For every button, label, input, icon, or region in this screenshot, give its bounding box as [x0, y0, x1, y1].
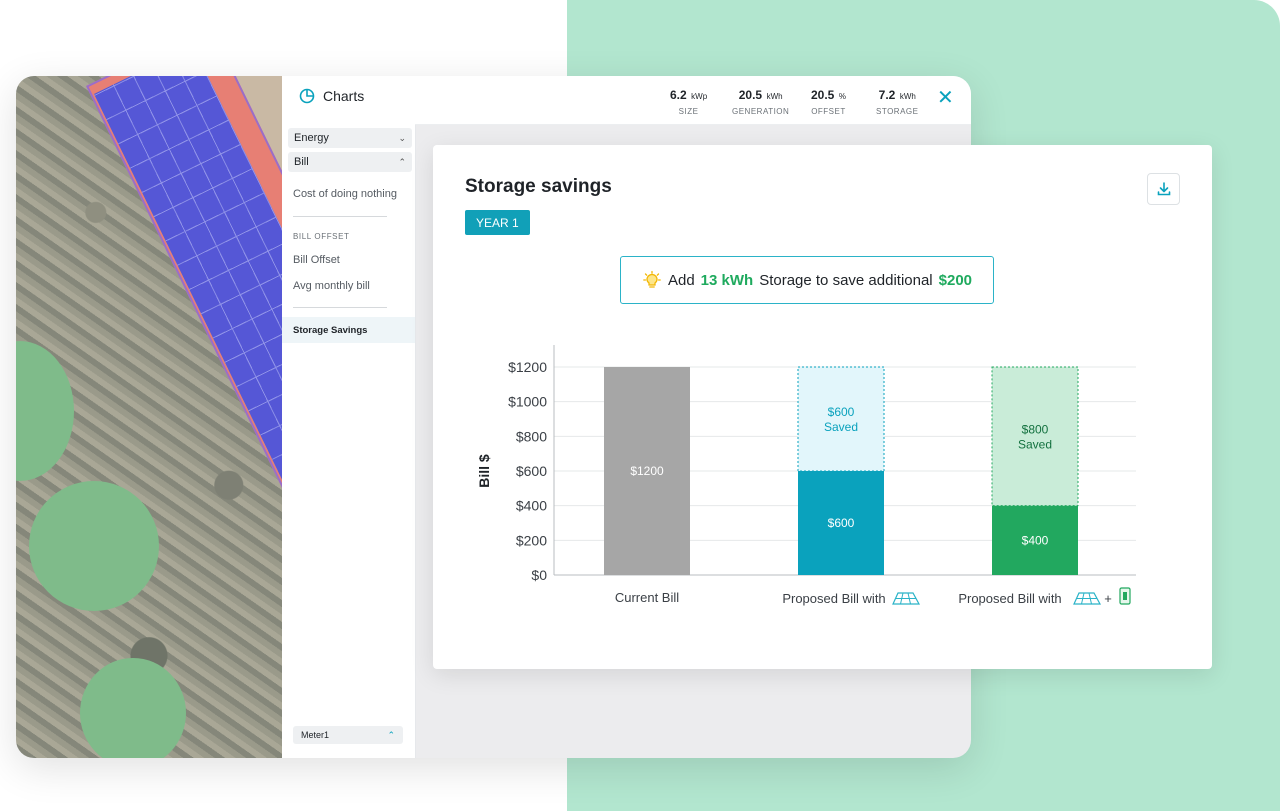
solar-panel-array[interactable]: [94, 76, 282, 751]
solar-panel-icon: [1073, 592, 1102, 605]
y-tick-label: $800: [516, 428, 547, 444]
bar-value-label: $1200: [630, 464, 664, 478]
divider: [293, 216, 387, 217]
divider: [293, 307, 387, 308]
charts-sidebar: Charts Energy ⌄ Bill ⌃ Cost of doing not…: [282, 76, 416, 758]
bar-value-label: $600: [828, 516, 855, 530]
y-tick-label: $600: [516, 463, 547, 479]
close-icon[interactable]: ✕: [937, 87, 954, 109]
section-label-bill-offset: BILL OFFSET: [293, 232, 350, 241]
sidebar-item-bill-offset[interactable]: Bill Offset: [293, 254, 340, 266]
tree-obstruction: [29, 481, 159, 611]
y-tick-label: $1000: [508, 394, 547, 410]
storage-savings-chart: $0 $200 $400 $600 $800 $1000 $1200 Bill $ $1200 $…: [476, 345, 1136, 606]
saved-value-label: $800: [1022, 422, 1049, 436]
chevron-up-icon: ⌃: [398, 156, 406, 167]
bar-bill: [798, 471, 884, 575]
y-tick-label: $0: [531, 567, 547, 583]
stat-offset: 20.5 % OFFSET: [811, 88, 846, 116]
charts-title: Charts: [323, 88, 365, 104]
plus-sign: +: [1104, 591, 1112, 606]
download-icon: [1157, 182, 1170, 196]
y-tick-label: $400: [516, 498, 547, 514]
tree-obstruction: [16, 341, 74, 481]
bar-saved: [991, 366, 1079, 507]
sidebar-item-cost-of-doing-nothing[interactable]: Cost of doing nothing: [293, 188, 397, 200]
bar-saved: [797, 366, 885, 472]
battery-icon: [1119, 587, 1131, 605]
saved-value-label: $600: [828, 405, 855, 419]
stat-size: 6.2 kWp SIZE: [670, 88, 708, 116]
bar-bill: [604, 367, 690, 575]
sidebar-item-avg-monthly-bill[interactable]: Avg monthly bill: [293, 280, 370, 292]
storage-savings-card: Storage savings YEAR 1 Add 13 kWh Storag…: [433, 145, 1212, 669]
stats-bar: 6.2 kWp SIZE 20.5 kWh GENERATION 20.5 % …: [415, 76, 971, 125]
meter-select[interactable]: Meter1 ⌃: [293, 726, 403, 744]
category-label: Current Bill: [615, 590, 679, 605]
chevron-up-icon: ⌃: [387, 729, 395, 740]
download-button[interactable]: [1147, 173, 1180, 205]
bar-bill: [992, 505, 1078, 575]
accordion-energy[interactable]: Energy ⌄: [288, 128, 412, 148]
tree-obstruction: [80, 658, 186, 758]
lightbulb-icon: [643, 270, 661, 288]
year-badge[interactable]: YEAR 1: [465, 210, 530, 235]
bar-value-label: $400: [1022, 533, 1049, 547]
y-tick-label: $200: [516, 532, 547, 548]
card-title: Storage savings: [465, 176, 612, 197]
solar-panel-icon: [892, 592, 921, 605]
category-label: Proposed Bill with: [782, 591, 885, 606]
sidebar-item-storage-savings[interactable]: Storage Savings: [282, 317, 415, 343]
stat-generation: 20.5 kWh GENERATION: [732, 88, 790, 116]
stat-storage: 7.2 kWh STORAGE: [876, 88, 919, 116]
pie-chart-icon: [299, 88, 315, 104]
storage-tip-banner: Add 13 kWh Storage to save additional $2…: [620, 256, 994, 304]
saved-label: Saved: [824, 420, 858, 434]
chevron-down-icon: ⌄: [398, 132, 406, 143]
y-axis-label: Bill $: [476, 454, 492, 488]
saved-label: Saved: [1018, 437, 1052, 451]
charts-header: Charts: [299, 88, 364, 104]
y-tick-label: $1200: [508, 359, 547, 375]
category-label: Proposed Bill with: [958, 591, 1061, 606]
accordion-bill[interactable]: Bill ⌃: [288, 152, 412, 172]
satellite-map[interactable]: [16, 76, 282, 758]
